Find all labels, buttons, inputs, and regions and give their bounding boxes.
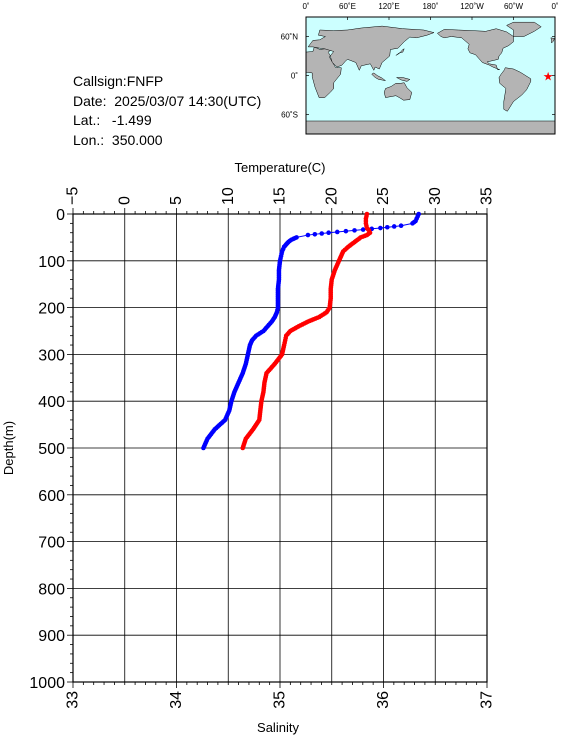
longitude-text: Lon.: 350.000 — [73, 131, 163, 148]
landmass-3 — [436, 28, 514, 70]
landmass-0 — [305, 46, 342, 98]
callsign-text: Callsign:FNFP — [73, 73, 164, 89]
temperature-point — [326, 230, 331, 236]
temperature-point — [391, 224, 397, 229]
depth-tick-label: 900 — [38, 628, 65, 645]
temperature-point — [201, 445, 206, 451]
salinity-axis-title: Salinity — [257, 720, 299, 735]
temperature-tick-label: 5 — [168, 196, 185, 205]
salinity-point — [240, 445, 246, 451]
landmass-7 — [371, 72, 386, 81]
temperature-point — [398, 223, 404, 228]
map-lon-label: 60˚W — [504, 2, 524, 11]
temperature-tick-label: 10 — [220, 187, 237, 205]
temperature-point — [352, 228, 357, 233]
depth-tick-label: 600 — [38, 488, 65, 505]
map-lat-label: 0˚ — [291, 72, 298, 81]
temperature-point — [378, 225, 383, 231]
map-landmasses — [305, 21, 556, 135]
depth-tick-label: 0 — [56, 207, 65, 224]
map-lon-label: 0˚ — [551, 2, 558, 11]
map-lon-label: 0˚ — [302, 2, 309, 11]
map-lon-label: 120˚W — [460, 2, 484, 11]
landmass-5 — [506, 21, 542, 37]
depth-tick-label: 200 — [38, 301, 65, 318]
latitude-text: Lat.: -1.499 — [73, 112, 152, 128]
salinity-tick-label: 36 — [375, 691, 392, 709]
depth-tick-label: 700 — [38, 535, 65, 552]
map-lon-label: 60˚E — [339, 2, 356, 11]
landmass-6 — [305, 120, 556, 135]
temperature-series — [201, 211, 421, 451]
landmass-2 — [383, 82, 413, 101]
map-lat-label: 60˚S — [281, 111, 298, 120]
temperature-point — [334, 229, 340, 235]
depth-tick-label: 100 — [38, 254, 65, 271]
temperature-point — [343, 228, 349, 234]
temperature-axis-title: Temperature(C) — [234, 160, 325, 175]
temperature-tick-label: 20 — [323, 187, 340, 205]
salinity-tick-label: 34 — [168, 691, 185, 709]
map-lat-label: 60˚N — [281, 33, 299, 42]
temperature-point — [312, 231, 318, 237]
map-lon-label: 120˚E — [378, 2, 399, 11]
landmass-10 — [395, 48, 405, 56]
depth-tick-label: 500 — [38, 441, 65, 458]
station-info: Callsign:FNFP Date: 2025/03/07 14:30(UTC… — [73, 72, 261, 150]
depth-axis-title: Depth(m) — [1, 421, 16, 475]
temperature-tick-label: 25 — [375, 187, 392, 205]
temperature-tick-label: −5 — [65, 187, 82, 205]
depth-tick-label: 1000 — [29, 675, 65, 692]
temperature-point — [384, 224, 390, 230]
salinity-tick-label: 37 — [479, 691, 496, 709]
landmass-9 — [550, 37, 555, 44]
temperature-point — [319, 231, 325, 236]
location-map: 0˚ 60˚E 120˚E 180˚ 120˚W 60˚W 0˚ 60˚N 0˚ 60˚S ★ — [281, 2, 559, 135]
salinity-series — [240, 211, 373, 451]
temperature-tick-label: 0 — [116, 196, 133, 205]
temperature-point — [305, 232, 311, 238]
temperature-tick-label: 15 — [272, 187, 289, 205]
landmass-8 — [396, 77, 411, 82]
landmass-1 — [307, 25, 435, 71]
temperature-profile-line — [202, 213, 420, 449]
depth-tick-label: 800 — [38, 581, 65, 598]
temperature-tick-label: 30 — [427, 187, 444, 205]
landmass-4 — [498, 67, 532, 112]
temperature-point — [360, 227, 366, 232]
date-text: Date: 2025/03/07 14:30(UTC) — [73, 92, 262, 109]
depth-tick-label: 300 — [38, 347, 65, 364]
map-lon-label: 180˚ — [422, 2, 438, 11]
temperature-tick-label: 35 — [479, 187, 496, 205]
salinity-tick-label: 33 — [65, 691, 82, 709]
station-marker-icon: ★ — [543, 69, 554, 83]
series-layer — [201, 211, 421, 451]
salinity-tick-label: 35 — [272, 691, 289, 709]
temperature-point — [410, 221, 415, 226]
depth-tick-label: 400 — [38, 394, 65, 411]
